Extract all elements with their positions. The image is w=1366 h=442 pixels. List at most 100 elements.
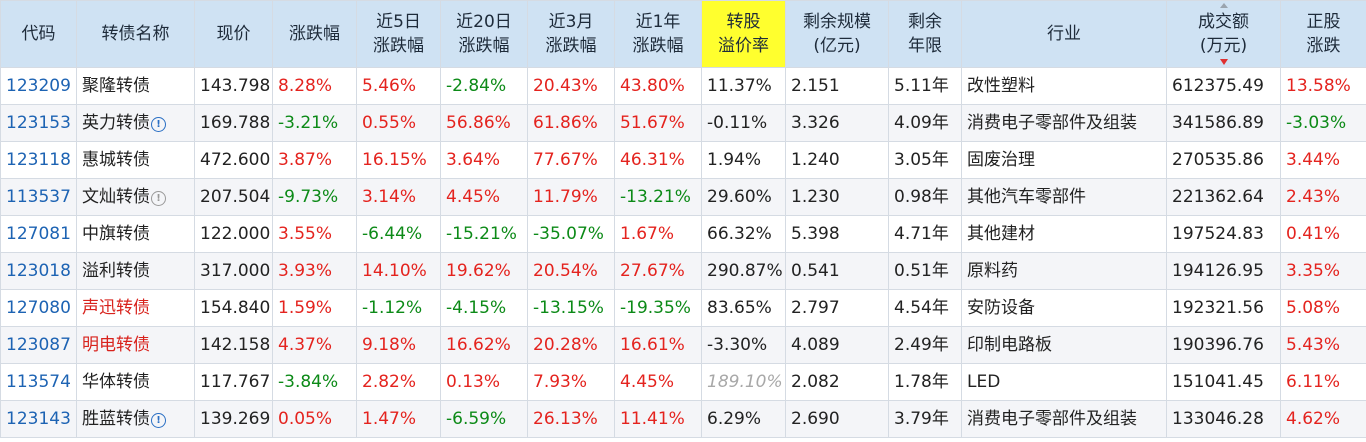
change-20d-cell: -15.21% (440, 215, 528, 253)
bond-code-cell[interactable]: 127080 (0, 289, 77, 327)
bond-name-cell[interactable]: 聚隆转债 (76, 67, 195, 105)
table-row[interactable]: 113537 文灿转债! 207.504 -9.73% 3.14% 4.45% 11.79%… (0, 178, 1366, 216)
change-1y-cell: 1.67% (614, 215, 702, 253)
change-pct-cell-text: 1.59% (278, 298, 333, 318)
change-20d-cell-text: 19.62% (446, 261, 511, 281)
column-header-change-3m[interactable]: 近3月 涨跌幅 (527, 0, 615, 68)
stock-change-cell-text: 2.43% (1286, 187, 1341, 207)
change-pct-cell-text: -3.84% (278, 372, 339, 392)
change-5d-cell-text: 9.18% (362, 335, 417, 355)
remaining-scale-cell-text: 1.240 (791, 150, 840, 170)
table-row[interactable]: 127080 声迅转债 154.840 1.59% -1.12% -4.15% -13.15… (0, 289, 1366, 327)
info-icon[interactable]: ! (151, 117, 166, 132)
bond-name-cell-text: 中旗转债 (82, 224, 150, 244)
price-cell-text: 169.788 (200, 113, 271, 133)
column-header-change-1y[interactable]: 近1年 涨跌幅 (614, 0, 702, 68)
conversion-premium-cell-text: -3.30% (707, 335, 768, 355)
conversion-premium-cell: -0.11% (701, 104, 786, 142)
table-row[interactable]: 123153 英力转债! 169.788 -3.21% 0.55% 56.86% 61.86… (0, 104, 1366, 142)
column-header-stock-change[interactable]: 正股 涨跌 (1280, 0, 1366, 68)
bond-name-cell[interactable]: 溢利转债 (76, 252, 195, 290)
table-row[interactable]: 127081 中旗转债 122.000 3.55% -6.44% -15.21% -35.0… (0, 215, 1366, 253)
stock-change-cell: 2.43% (1280, 178, 1366, 216)
remaining-scale-cell-text: 4.089 (791, 335, 840, 355)
bond-name-cell[interactable]: 英力转债! (76, 104, 195, 142)
change-3m-cell-text: 20.43% (533, 76, 598, 96)
bond-name-cell[interactable]: 文灿转债! (76, 178, 195, 216)
table-header-row: 代码 转债名称 现价 涨跌幅 近5日 涨跌幅 近20日 涨跌幅 近3月 涨跌幅 近1年 涨跌幅 转股 溢价… (0, 0, 1366, 68)
change-5d-cell-text: 0.55% (362, 113, 417, 133)
table-row[interactable]: 123118 惠城转债 472.600 3.87% 16.15% 3.64% 77.67% 4… (0, 141, 1366, 179)
change-5d-cell: 5.46% (356, 67, 441, 105)
table-row[interactable]: 123087 明电转债 142.158 4.37% 9.18% 16.62% 20.28% 1… (0, 326, 1366, 364)
bond-code-cell[interactable]: 127081 (0, 215, 77, 253)
bond-code-cell[interactable]: 113574 (0, 363, 77, 401)
column-header-industry[interactable]: 行业 (961, 0, 1167, 68)
table-row[interactable]: 123143 胜蓝转债! 139.269 0.05% 1.47% -6.59% 26.13%… (0, 400, 1366, 438)
change-3m-cell-text: -13.15% (533, 298, 604, 318)
column-header-code[interactable]: 代码 (0, 0, 77, 68)
bond-code-cell[interactable]: 123209 (0, 67, 77, 105)
conversion-premium-cell-text: 1.94% (707, 150, 762, 170)
column-header-change-5d[interactable]: 近5日 涨跌幅 (356, 0, 441, 68)
bond-name-cell[interactable]: 明电转债 (76, 326, 195, 364)
column-header-label: 行业 (1047, 24, 1081, 44)
bond-code-cell[interactable]: 123153 (0, 104, 77, 142)
column-header-remaining-scale[interactable]: 剩余规模 (亿元) (785, 0, 889, 68)
sort-ascending-icon[interactable] (1219, 3, 1228, 8)
remaining-years-cell-text: 5.11年 (894, 76, 949, 96)
industry-cell: 安防设备 (961, 289, 1167, 327)
column-header-change-pct[interactable]: 涨跌幅 (272, 0, 357, 68)
change-3m-cell: 20.54% (527, 252, 615, 290)
bond-name-cell[interactable]: 惠城转债 (76, 141, 195, 179)
column-header-label: 转债名称 (101, 24, 170, 44)
bond-code-cell-text: 113537 (6, 187, 71, 207)
remaining-years-cell: 3.79年 (888, 400, 962, 438)
industry-cell-text: 其他建材 (967, 224, 1035, 244)
change-5d-cell-text: -6.44% (362, 224, 423, 244)
sort-descending-icon[interactable] (1219, 59, 1228, 65)
remaining-years-cell-text: 4.54年 (894, 298, 949, 318)
table-body: 123209 聚隆转债 143.798 8.28% 5.46% -2.84% 20.43% 4… (0, 67, 1366, 438)
conversion-premium-cell-text: 83.65% (707, 298, 772, 318)
price-cell-text: 472.600 (200, 150, 271, 170)
remaining-scale-cell: 2.151 (785, 67, 889, 105)
change-20d-cell-text: 0.13% (446, 372, 501, 392)
column-header-price[interactable]: 现价 (194, 0, 273, 68)
remaining-scale-cell: 5.398 (785, 215, 889, 253)
conversion-premium-cell-text: 6.29% (707, 409, 762, 429)
table-row[interactable]: 123209 聚隆转债 143.798 8.28% 5.46% -2.84% 20.43% 4… (0, 67, 1366, 105)
column-header-conversion-premium[interactable]: 转股 溢价率 (701, 0, 786, 68)
bond-name-cell[interactable]: 中旗转债 (76, 215, 195, 253)
price-cell-text: 154.840 (200, 298, 271, 318)
column-header-name[interactable]: 转债名称 (76, 0, 195, 68)
bond-code-cell-text: 123143 (6, 409, 71, 429)
bond-code-cell[interactable]: 123118 (0, 141, 77, 179)
bond-code-cell-text: 123087 (6, 335, 71, 355)
info-icon[interactable]: ! (151, 413, 166, 428)
change-3m-cell: -13.15% (527, 289, 615, 327)
bond-code-cell[interactable]: 123143 (0, 400, 77, 438)
table-row[interactable]: 123018 溢利转债 317.000 3.93% 14.10% 19.62% 20.54%… (0, 252, 1366, 290)
change-pct-cell: 3.55% (272, 215, 357, 253)
bond-name-cell[interactable]: 华体转债 (76, 363, 195, 401)
price-cell-text: 207.504 (200, 187, 271, 207)
remaining-years-cell-text: 0.98年 (894, 187, 949, 207)
column-header-remaining-years[interactable]: 剩余 年限 (888, 0, 962, 68)
turnover-cell: 270535.86 (1166, 141, 1281, 179)
bond-name-cell[interactable]: 声迅转债 (76, 289, 195, 327)
change-1y-cell: 16.61% (614, 326, 702, 364)
price-cell: 207.504 (194, 178, 273, 216)
change-20d-cell-text: 3.64% (446, 150, 501, 170)
change-pct-cell-text: 8.28% (278, 76, 333, 96)
turnover-cell-text: 341586.89 (1172, 113, 1264, 133)
table-row[interactable]: 113574 华体转债 117.767 -3.84% 2.82% 0.13% 7.93% 4.… (0, 363, 1366, 401)
bond-code-cell[interactable]: 113537 (0, 178, 77, 216)
info-icon[interactable]: ! (151, 191, 166, 206)
column-header-change-20d[interactable]: 近20日 涨跌幅 (440, 0, 528, 68)
bond-code-cell[interactable]: 123018 (0, 252, 77, 290)
bond-name-cell[interactable]: 胜蓝转债! (76, 400, 195, 438)
bond-code-cell[interactable]: 123087 (0, 326, 77, 364)
column-header-turnover[interactable]: 成交额 (万元) (1166, 0, 1281, 68)
